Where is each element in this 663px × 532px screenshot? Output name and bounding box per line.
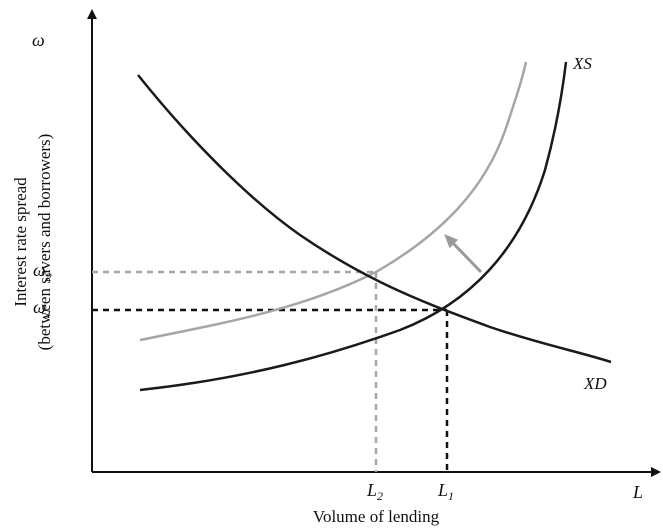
omega2-tick-label: ω2	[33, 260, 52, 284]
y-axis-title-line2: (between savers and borrowers)	[35, 134, 54, 351]
xd-label: XD	[583, 374, 607, 393]
shift-arrow	[444, 233, 483, 274]
xs-shifted-curve	[139, 61, 528, 342]
x-axis-title: Volume of lending	[313, 507, 440, 526]
xd-curve	[137, 74, 612, 364]
y-axis-title-line1: Interest rate spread	[11, 177, 30, 307]
y-axis-symbol: ω	[32, 30, 45, 50]
xs-curve	[139, 61, 568, 392]
l1-tick-label: L1	[437, 480, 454, 503]
x-axis-symbol: L	[632, 482, 643, 502]
xs-label: XS	[572, 54, 592, 73]
omega1-tick-label: ω1	[33, 297, 52, 321]
l2-tick-label: L2	[366, 480, 383, 503]
